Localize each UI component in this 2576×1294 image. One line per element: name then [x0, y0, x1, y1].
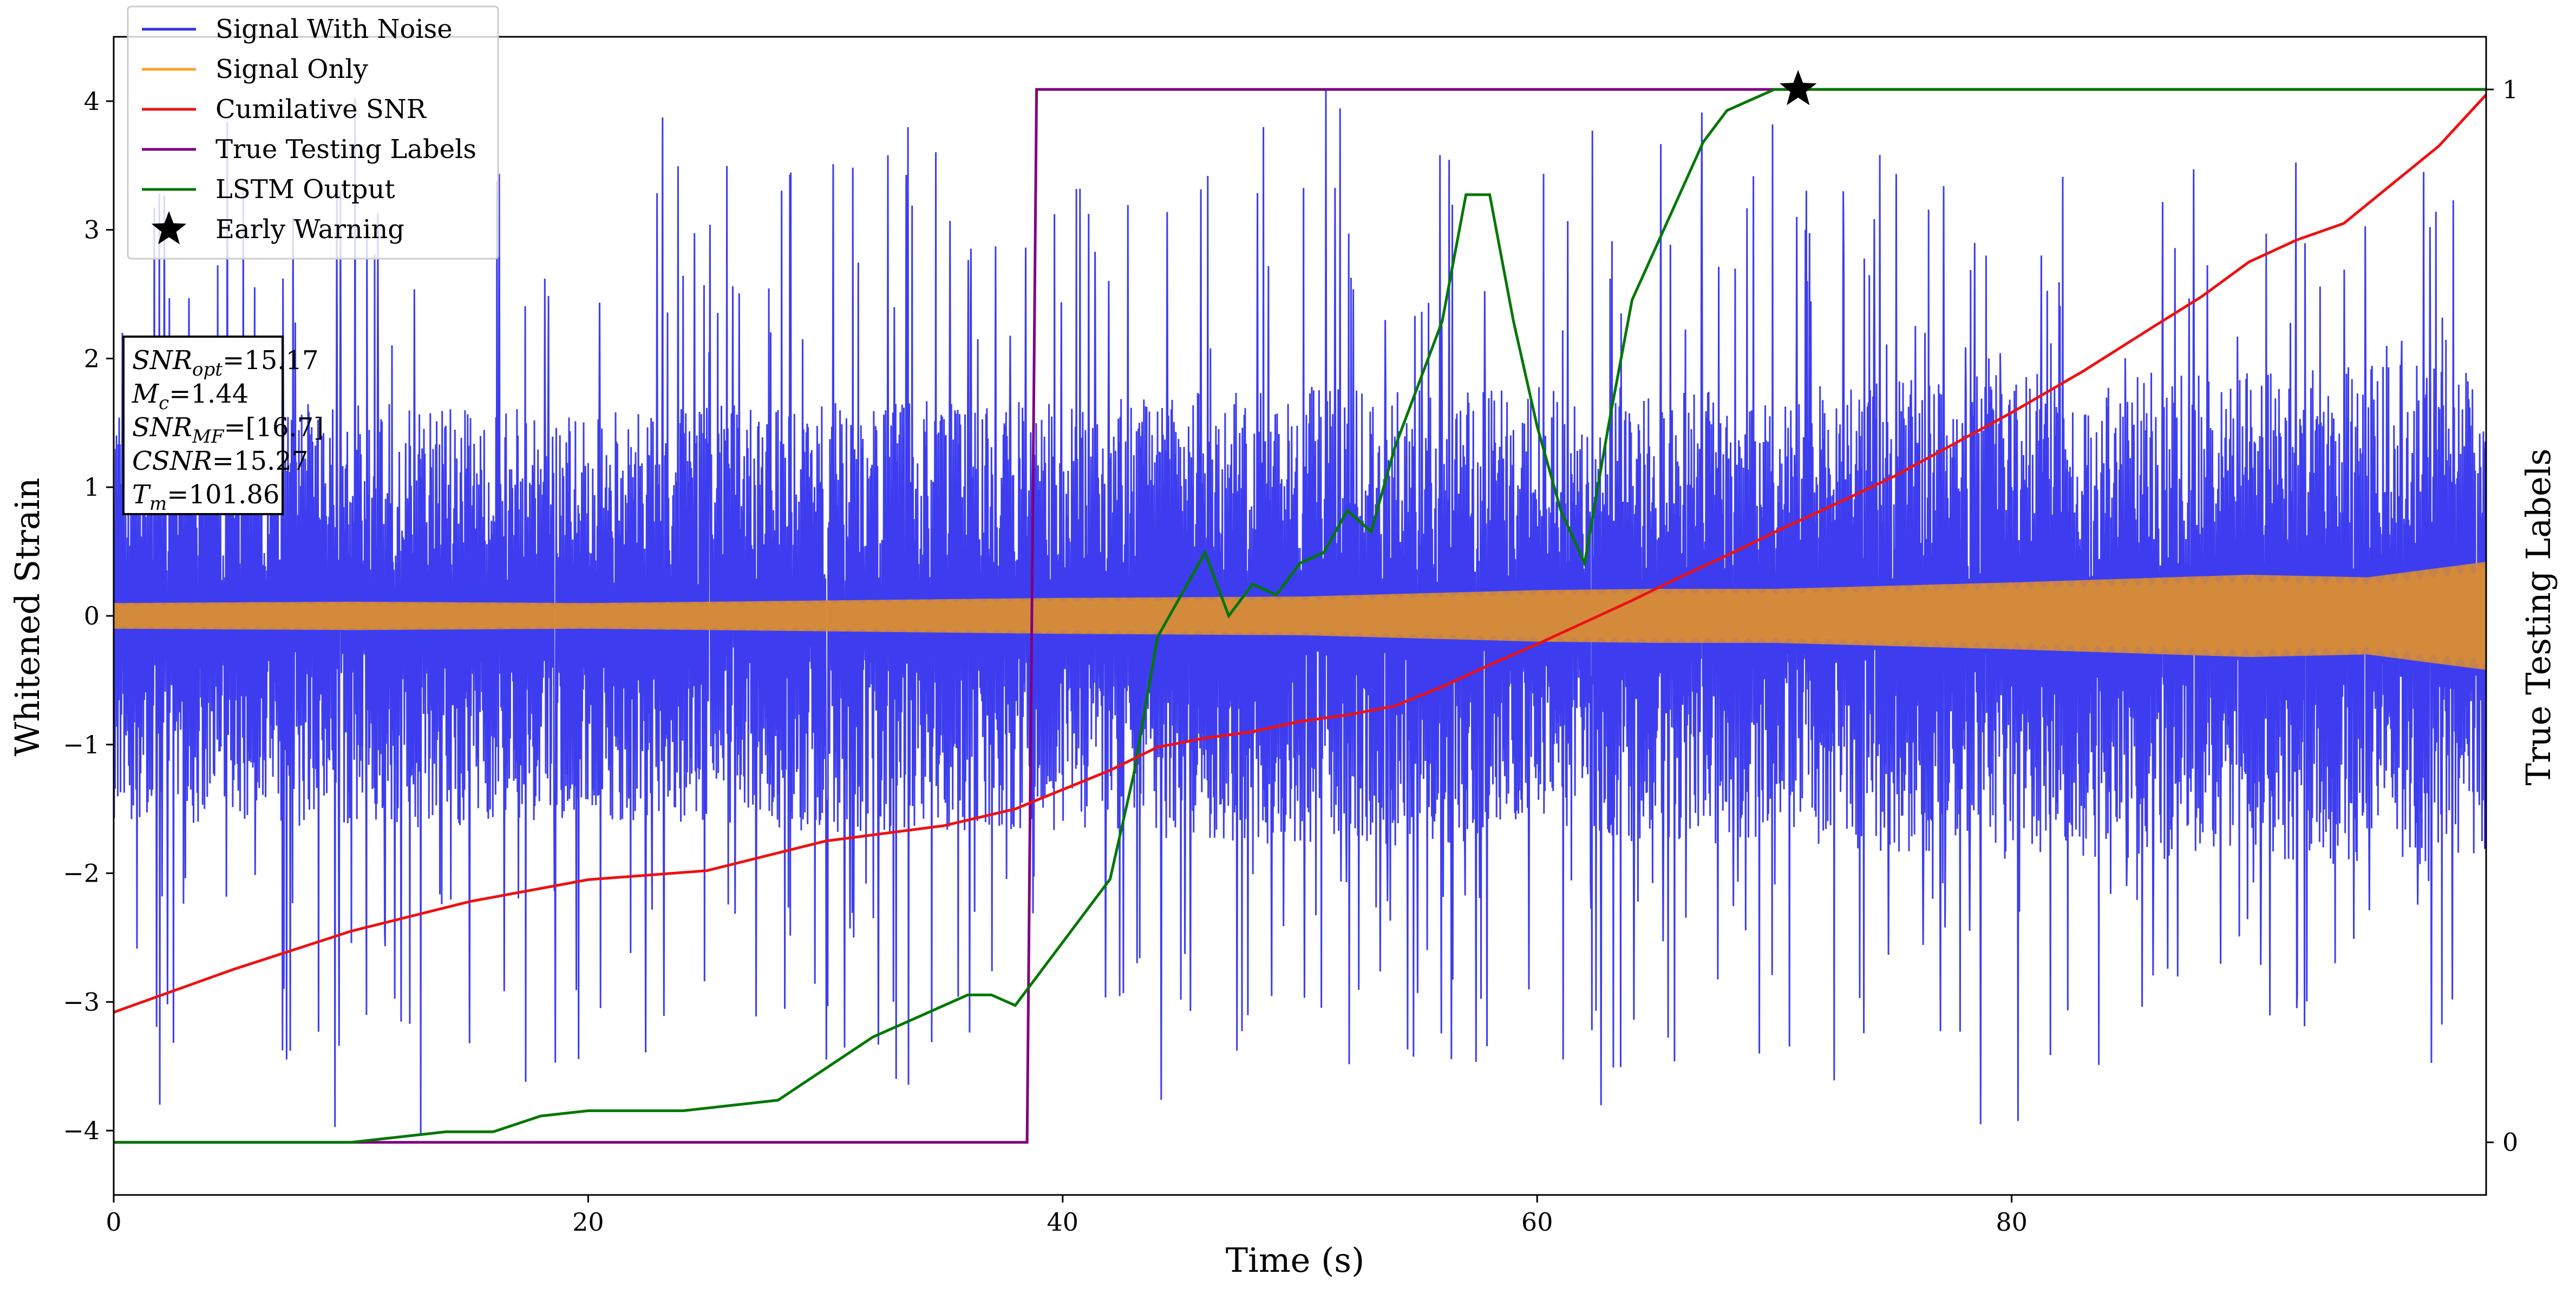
x-tick-label: 0 — [106, 1207, 121, 1237]
y-tick-label: −2 — [63, 859, 100, 888]
y-tick-label: −3 — [63, 987, 100, 1016]
legend: Signal With Noise Signal Only Cumilative S… — [127, 5, 499, 260]
x-axis-label: Time (s) — [1226, 1240, 1365, 1280]
annotation-line: Mc=1.44 — [132, 379, 249, 414]
y-axis-right: 01 — [2486, 75, 2518, 1157]
annotation-box-frame — [122, 336, 284, 515]
legend-label: Signal Only — [215, 54, 368, 84]
y-tick-label: 0 — [84, 601, 100, 630]
legend-label: Early Warning — [215, 214, 404, 245]
legend-label: LSTM Output — [215, 174, 395, 205]
y-tick-label: 4 — [84, 87, 100, 116]
annotation-line: SNRopt=15.17 — [132, 345, 319, 380]
x-tick-label: 60 — [1521, 1207, 1553, 1237]
plot-area — [114, 88, 2486, 1144]
annotation-box: SNRopt=15.17Mc=1.44SNRMF=[16.7]CSNR=15.2… — [122, 336, 324, 515]
y2-tick-label: 0 — [2502, 1128, 2518, 1157]
y-tick-label: −1 — [63, 730, 100, 759]
annotation-line: Tm=101.86 — [132, 479, 279, 515]
x-tick-label: 80 — [1996, 1207, 2028, 1237]
annotation-line: CSNR=15.27 — [132, 446, 308, 476]
series-lstm-output — [114, 88, 2486, 1144]
y-axis-label: Whitened Strain — [8, 478, 47, 757]
legend-label: Signal With Noise — [215, 14, 453, 44]
y-axis-left: −4 −3 −2 −1 0 1 2 3 4 — [63, 87, 114, 1145]
early-warning-marker — [1780, 70, 1817, 106]
y2-axis-label: True Testing Labels — [2519, 449, 2558, 786]
series-true-testing-labels — [114, 88, 2486, 1144]
y-tick-label: 3 — [84, 215, 100, 245]
y-tick-label: 2 — [84, 344, 100, 373]
y2-tick-label: 1 — [2502, 75, 2518, 104]
x-tick-label: 20 — [572, 1207, 604, 1237]
series-signal-only-band — [114, 562, 2486, 670]
x-axis: 0 20 40 60 80 — [106, 1195, 2028, 1237]
legend-swatch-star — [151, 211, 187, 245]
annotation-line: SNRMF=[16.7] — [132, 412, 324, 448]
y-tick-label: 1 — [84, 472, 100, 502]
y-tick-label: −4 — [63, 1116, 100, 1145]
legend-frame — [127, 5, 499, 260]
x-tick-label: 40 — [1047, 1207, 1079, 1237]
series-cumilative-snr — [114, 94, 2486, 1014]
legend-label: Cumilative SNR — [215, 94, 427, 124]
legend-label: True Testing Labels — [215, 134, 476, 165]
